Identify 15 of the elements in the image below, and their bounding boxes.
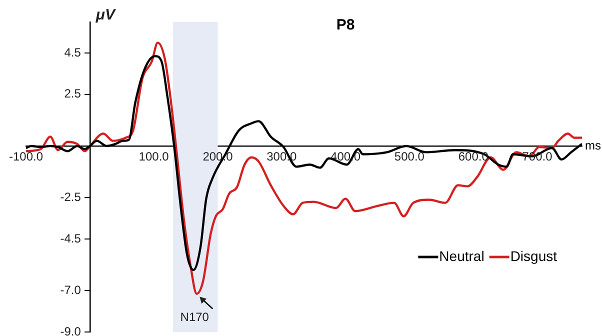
x-tick-label: 100.0 xyxy=(138,149,170,164)
y-tick-label: -9.0 xyxy=(60,324,82,336)
x-axis-title: ms xyxy=(585,138,601,152)
y-tick-label: 2.5 xyxy=(64,86,82,101)
y-tick-label: -2.5 xyxy=(60,190,82,204)
legend-label: Neutral xyxy=(439,248,484,264)
y-tick-label: -7.0 xyxy=(60,282,82,297)
y-tick-label: -4.5 xyxy=(60,231,82,246)
x-tick-label: -100.0 xyxy=(8,149,44,164)
y-axis-title: μV xyxy=(94,6,117,24)
chart-title: P8 xyxy=(336,16,355,34)
x-tick-label: 500.0 xyxy=(394,149,425,164)
legend-label: Disgust xyxy=(510,248,558,264)
annotation: N170 xyxy=(180,310,210,324)
y-tick-label: 4.5 xyxy=(64,45,82,60)
